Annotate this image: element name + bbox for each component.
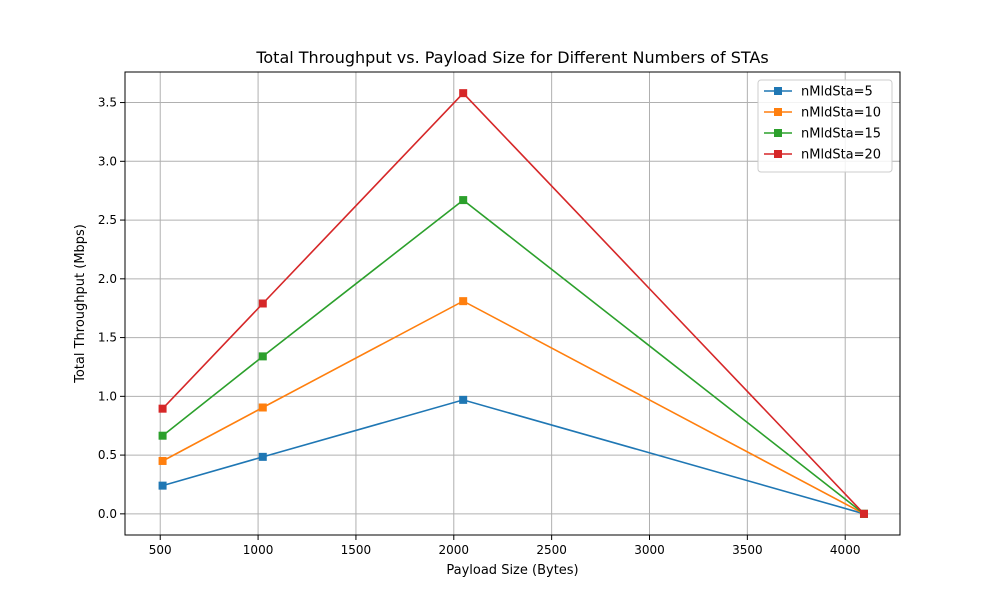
legend-marker xyxy=(774,87,782,95)
legend-label: nMldSta=15 xyxy=(801,127,881,142)
x-tick-label: 4000 xyxy=(830,543,861,557)
y-tick-label: 3.5 xyxy=(98,96,117,110)
x-tick-label: 2000 xyxy=(439,543,470,557)
data-point-marker xyxy=(258,403,267,412)
data-point-marker xyxy=(859,509,868,518)
chart-title: Total Throughput vs. Payload Size for Di… xyxy=(255,48,768,67)
y-tick-label: 3.0 xyxy=(98,154,117,168)
axis-ticks: 500 1000 1500 2000 2500 3000 3500 4000 0.0 0.5 1.0… xyxy=(98,96,861,557)
x-axis-label: Payload Size (Bytes) xyxy=(446,563,578,578)
series-lines xyxy=(158,89,868,518)
data-point-marker xyxy=(158,481,167,490)
legend-marker xyxy=(774,150,782,158)
plot-area-frame xyxy=(124,71,901,536)
legend-frame xyxy=(757,79,893,173)
y-axis-label: Total Throughput (Mbps) xyxy=(73,224,88,384)
data-point-marker xyxy=(158,404,167,413)
y-tick-label: 0.5 xyxy=(98,448,117,462)
y-tick-label: 2.0 xyxy=(98,272,117,286)
series-line xyxy=(162,92,865,515)
data-point-marker xyxy=(258,299,267,308)
x-tick-label: 3500 xyxy=(732,543,763,557)
series-line xyxy=(162,199,865,515)
data-point-marker xyxy=(459,297,468,306)
series-line xyxy=(162,399,865,515)
y-tick-label: 0.0 xyxy=(98,507,117,521)
data-point-marker xyxy=(258,352,267,361)
x-tick-label: 2500 xyxy=(536,543,567,557)
data-point-marker xyxy=(459,196,468,205)
series-line xyxy=(162,300,865,515)
data-point-marker xyxy=(158,456,167,465)
x-tick-label: 1000 xyxy=(243,543,274,557)
x-tick-label: 500 xyxy=(149,543,172,557)
legend-marker xyxy=(774,108,782,116)
legend-marker xyxy=(774,129,782,137)
legend: nMldSta=5 nMldSta=10 nMldSta=15 nMldSta=20 xyxy=(757,79,893,173)
data-point-marker xyxy=(158,431,167,440)
y-tick-label: 1.0 xyxy=(98,389,117,403)
data-point-marker xyxy=(258,452,267,461)
x-tick-label: 1500 xyxy=(341,543,372,557)
data-point-marker xyxy=(459,89,468,98)
legend-label: nMldSta=20 xyxy=(801,148,881,163)
legend-label: nMldSta=5 xyxy=(801,85,873,100)
data-point-marker xyxy=(459,395,468,404)
legend-label: nMldSta=10 xyxy=(801,106,881,121)
x-tick-label: 3000 xyxy=(634,543,665,557)
y-tick-label: 1.5 xyxy=(98,331,117,345)
y-tick-label: 2.5 xyxy=(98,213,117,227)
